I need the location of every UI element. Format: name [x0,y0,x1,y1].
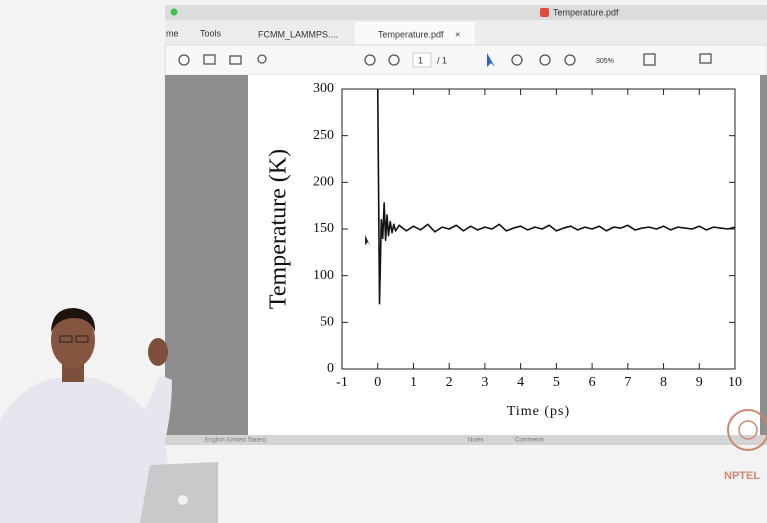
window-button[interactable] [170,8,178,16]
logo-emblem [727,409,767,451]
mail-icon[interactable] [229,55,242,65]
y-tick-label: 200 [313,175,334,190]
y-tick-label: 300 [313,81,334,96]
zoom-in[interactable] [564,54,576,66]
status-comments[interactable]: Comments [515,438,544,444]
x-tick-label: 8 [660,375,667,390]
y-axis-label: Temperature (K) [266,149,292,309]
comment-icon[interactable] [699,53,712,64]
active-tab[interactable] [355,22,475,45]
x-tick-label: 2 [446,375,453,390]
y-tick-label: 100 [313,268,334,283]
logo-text: NPTEL [724,470,760,482]
x-tick-label: -1 [336,375,348,390]
presenter [0,308,218,523]
next-page[interactable] [388,54,400,66]
zoom-out[interactable] [539,54,551,66]
search-icon[interactable] [257,54,267,64]
y-tick-label: 250 [313,128,334,143]
y-tick-label: 150 [313,221,334,236]
select-tool[interactable] [487,53,495,67]
page-box[interactable] [412,52,432,68]
x-axis-label: Time (ps) [507,404,570,419]
zoom-level[interactable]: 305% [596,58,614,65]
pdf-page [248,75,760,435]
y-tick-label: 0 [327,361,334,376]
toolbar [164,44,767,76]
tab[interactable]: Temperature.pdf [378,29,444,39]
x-tick-label: 0 [374,375,381,390]
tab-close[interactable]: × [455,29,460,39]
tab[interactable]: Tools [200,28,222,38]
page-total: / 1 [437,55,447,65]
x-tick-label: 6 [589,375,596,390]
tab[interactable]: FCMM_LAMMPS.... [258,29,338,39]
fit-icon[interactable] [643,53,656,66]
toolbar-icons [178,53,712,66]
status-language: English (United States) [205,438,266,444]
mouse-cursor [365,235,371,247]
pdf-icon [540,8,549,17]
hand-tool[interactable] [511,54,523,66]
status-bar [165,435,767,445]
prev-page[interactable] [364,54,376,66]
y-tick-label: 50 [320,315,334,330]
window-title: Temperature.pdf [553,7,619,17]
tab[interactable]: me [166,28,179,38]
x-tick-label: 1 [410,375,417,390]
x-tick-label: 5 [553,375,560,390]
logo-emblem [738,420,758,440]
x-tick-label: 10 [728,375,742,390]
status-notes[interactable]: Notes [468,438,484,444]
x-tick-label: 7 [624,375,631,390]
x-tick-label: 9 [696,375,703,390]
title-bar [165,5,767,20]
print-icon[interactable] [203,54,216,65]
upload-icon[interactable] [178,54,190,66]
data-line [376,88,736,305]
x-tick-label: 4 [517,375,524,390]
x-tick-label: 3 [481,375,488,390]
page-current: 1 [418,55,423,65]
